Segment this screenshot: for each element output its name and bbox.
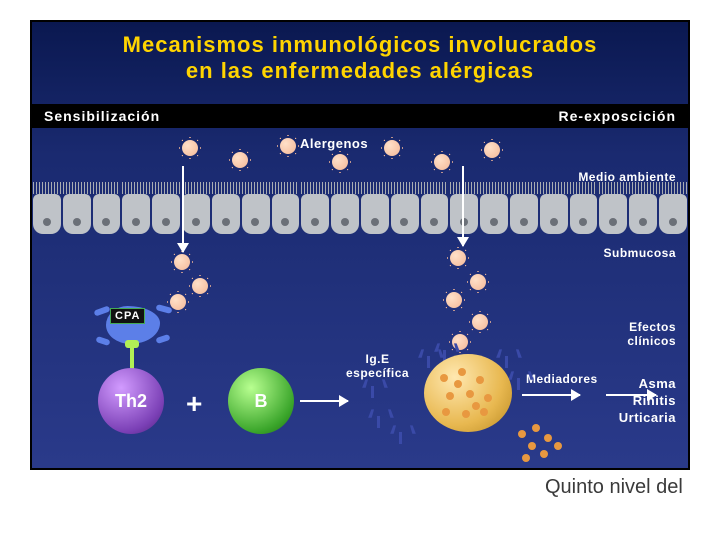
title-line1: Mecanismos inmunológicos involucrados: [44, 32, 676, 58]
stray-slide-text: Quinto nivel del: [545, 475, 683, 500]
b-cell: B: [228, 368, 294, 434]
th2-cell: Th2: [98, 368, 164, 434]
title-line2: en las enfermedades alérgicas: [44, 58, 676, 84]
label-mediators: Mediadores: [526, 372, 598, 386]
phase-header: Sensibilización Re-exposcición: [32, 104, 688, 128]
title-band: Mecanismos inmunológicos involucrados en…: [32, 22, 688, 98]
label-ige: Ig.E específica: [346, 352, 409, 381]
plus-symbol: +: [186, 388, 202, 420]
label-effects-title: Efectos clínicos: [627, 320, 676, 349]
phase-left: Sensibilización: [44, 108, 160, 124]
label-allergens: Alergenos: [300, 136, 368, 151]
label-bcell: B: [255, 391, 268, 412]
diagram-stage: Mecanismos inmunológicos involucrados en…: [30, 20, 690, 470]
mast-cell: [424, 354, 512, 432]
label-submucosa: Submucosa: [603, 246, 676, 260]
label-th2: Th2: [115, 391, 147, 412]
tcr-mhc-icon: [130, 346, 134, 370]
phase-right: Re-exposcición: [559, 108, 676, 124]
epithelial-barrier: [32, 194, 688, 234]
label-effects-items: Asma Rinitis Urticaria: [619, 376, 676, 427]
label-cpa: CPA: [110, 308, 145, 324]
